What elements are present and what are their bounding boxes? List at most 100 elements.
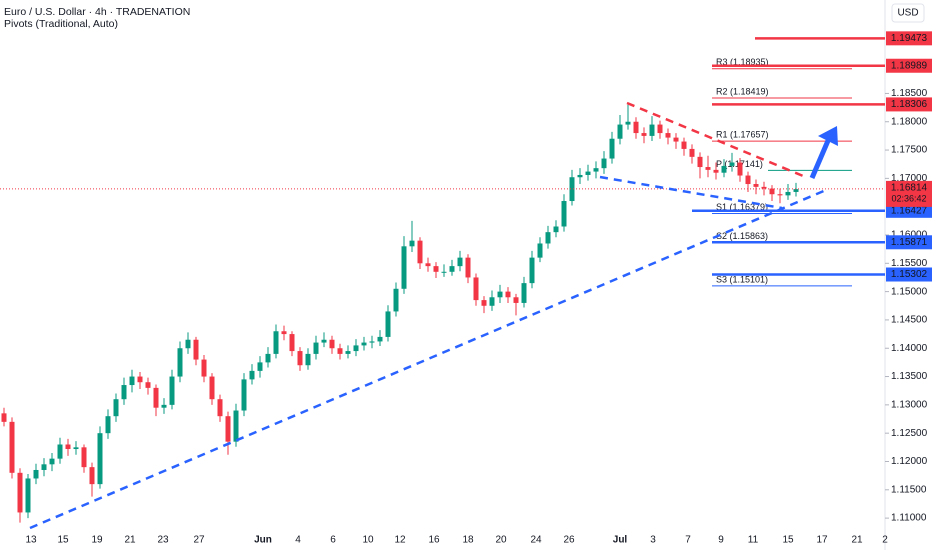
x-tick-label: 4 (295, 535, 301, 546)
wedge-upper-line (626, 101, 809, 180)
candle-body (513, 297, 519, 303)
candle-body (529, 257, 535, 284)
x-tick-label: 21 (851, 535, 863, 546)
candle-body (761, 186, 767, 189)
arrow-head (818, 126, 838, 146)
candle-body (449, 266, 455, 272)
candle-body (177, 348, 183, 377)
candle-body (121, 385, 127, 400)
candle-body (321, 339, 327, 343)
candle-body (249, 370, 255, 380)
x-tick-label: 15 (782, 535, 794, 546)
indicator-name: Pivots (Traditional, Auto) (4, 18, 118, 30)
candle-body (497, 291, 503, 298)
candle-body (129, 376, 135, 386)
y-tick-label: 1.15500 (891, 258, 928, 269)
candle-body (241, 379, 247, 411)
support-trendline (29, 188, 827, 530)
candle-body (641, 133, 647, 136)
candle-body (257, 362, 263, 371)
x-tick-label: 18 (462, 535, 474, 546)
candle-body (561, 201, 567, 227)
candle-body (409, 240, 415, 247)
candle-body (489, 297, 495, 306)
candle-body (441, 271, 447, 273)
candle-body (161, 404, 167, 408)
candle-body (353, 345, 359, 352)
price-tag-label: 1.19473 (891, 33, 928, 44)
candle-body (193, 339, 199, 360)
candle-body (617, 124, 623, 139)
pivot-label: R2 (1.18419) (716, 86, 769, 96)
x-tick-label: 13 (25, 535, 37, 546)
candle-body (57, 444, 63, 459)
price-tag (886, 203, 932, 218)
pivot-label: R1 (1.17657) (716, 130, 769, 140)
candle-body (521, 283, 527, 303)
y-tick-label: 1.11500 (891, 484, 927, 495)
y-tick-label: 1.18000 (891, 116, 928, 127)
candle-body (721, 165, 727, 173)
candle-body (337, 348, 343, 354)
candle-body (105, 416, 111, 434)
candle-body (689, 148, 695, 157)
candle-body (9, 421, 15, 473)
x-tick-label: 6 (330, 535, 336, 546)
y-tick-label: 1.11000 (891, 513, 927, 524)
candle-body (153, 387, 159, 408)
x-tick-label: 21 (124, 535, 136, 546)
candle-body (65, 444, 71, 450)
candle-body (329, 339, 335, 349)
candle-body (169, 376, 175, 405)
candle-body (657, 124, 663, 134)
x-tick-label: 24 (530, 535, 542, 546)
pivot-label: S3 (1.15101) (716, 274, 768, 284)
x-tick-label: 20 (495, 535, 507, 546)
candle-body (233, 410, 239, 442)
last-price-label: 1.16814 (891, 183, 928, 194)
candle-body (401, 246, 407, 289)
candle-body (137, 376, 143, 383)
currency-label[interactable]: USD (897, 8, 918, 19)
candle-body (769, 188, 775, 195)
countdown: 02:36:42 (891, 193, 926, 203)
price-tag-label: 1.15871 (891, 237, 928, 248)
currency-button[interactable] (891, 3, 925, 23)
pivot-label: R3 (1.18935) (716, 57, 769, 67)
candle-body (289, 334, 295, 352)
candle-body (737, 162, 743, 176)
price-tag (886, 58, 932, 73)
candle-body (49, 458, 55, 465)
candle-body (377, 336, 383, 342)
candle-body (113, 399, 119, 417)
x-tick-label: 9 (718, 535, 724, 546)
candle-body (753, 184, 759, 187)
candle-body (577, 174, 583, 178)
last-price-tag (886, 180, 932, 207)
wedge-lower-line (599, 175, 783, 210)
candle-body (145, 382, 151, 388)
arrow-shaft (809, 135, 833, 179)
candle-body (33, 469, 39, 479)
candle-body (185, 339, 191, 349)
candle-body (705, 167, 711, 170)
candle-body (433, 266, 439, 272)
candle-body (25, 478, 31, 513)
candle-body (697, 156, 703, 168)
x-tick-label: 7 (685, 535, 691, 546)
x-tick-label: 12 (394, 535, 406, 546)
y-tick-label: 1.12500 (891, 428, 928, 439)
y-tick-label: 1.17500 (891, 145, 928, 156)
y-tick-label: 1.16000 (891, 230, 928, 241)
candle-body (585, 171, 591, 175)
candle-body (81, 447, 87, 468)
candle-body (681, 141, 687, 149)
x-tick-label: 10 (362, 535, 374, 546)
pivot-label: S2 (1.15863) (716, 231, 768, 241)
candle-body (361, 342, 367, 346)
x-tick-label: 2 (882, 535, 888, 546)
candle-body (729, 162, 735, 166)
candle-body (281, 331, 287, 335)
price-tag (886, 235, 932, 250)
